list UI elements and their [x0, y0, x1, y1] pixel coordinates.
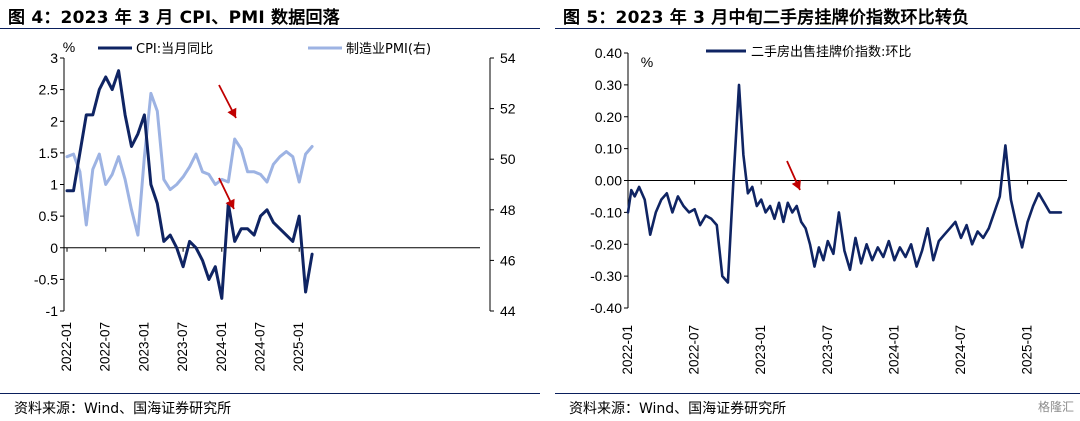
x-tick-label: 2022-01 [59, 322, 74, 372]
y-tick-label: 2.5 [39, 82, 59, 98]
x-tick-label: 2022-07 [687, 325, 702, 375]
y-tick-label: -0.30 [590, 268, 622, 284]
figure-5-source: 资料来源：Wind、国海证券研究所 [569, 401, 787, 417]
x-tick-label: 2023-01 [753, 325, 768, 375]
y-tick-label: 0.20 [595, 109, 622, 125]
x-tick-label: 2023-07 [820, 325, 835, 375]
x-tick-label: 2022-01 [620, 325, 635, 375]
legend-label-pmi: 制造业PMI(右) [346, 42, 431, 57]
watermark-logo: 格隆汇 [1037, 400, 1074, 414]
x-tick-label: 2025-01 [291, 322, 306, 372]
listing-index-series-line [626, 83, 1063, 284]
x-tick-label: 2023-07 [175, 322, 190, 372]
listing-price-line-chart: 0.40 0.30 0.20 0.10 0.00 -0.10 -0.20 -0.30 -0.40… [590, 44, 1067, 375]
red-arrow-head [225, 198, 235, 209]
x-tick-label: 2024-01 [214, 322, 229, 372]
x-tick-label: 2024-07 [953, 325, 968, 375]
y-tick-label: 3 [50, 50, 58, 66]
y-tick-label: -0.10 [590, 204, 622, 220]
y-unit-label: % [641, 54, 653, 70]
y-tick-label: 0.5 [39, 208, 59, 224]
right-y-tick-label: 52 [500, 101, 516, 117]
x-tick-label: 2024-07 [253, 322, 268, 372]
figure-5-panel: 图 5：2023 年 3 月中旬二手房挂牌价指数环比转负 0.40 0.30 0.2… [555, 0, 1080, 421]
x-tick-label: 2022-07 [98, 322, 113, 372]
y-tick-label: -1 [46, 303, 59, 319]
y-tick-label: 1.5 [39, 145, 59, 161]
y-tick-label: 1 [50, 177, 58, 193]
legend-label-listing: 二手房出售挂牌价指数:环比 [751, 44, 911, 60]
y-tick-label: 0.10 [595, 141, 622, 157]
right-y-tick-label: 50 [500, 151, 516, 167]
y-tick-label: -0.40 [590, 300, 622, 316]
y-tick-label: -0.5 [34, 271, 58, 287]
right-y-tick-label: 46 [500, 252, 516, 268]
x-tick-label: 2024-01 [886, 325, 901, 375]
figure-4-title: 图 4：2023 年 3 月 CPI、PMI 数据回落 [8, 8, 340, 28]
y-tick-label: 2 [50, 113, 58, 129]
red-arrow-head [227, 107, 237, 118]
x-tick-label: 2025-01 [1020, 325, 1035, 375]
title-rule [555, 28, 1080, 29]
title-rule [0, 28, 540, 29]
red-arrow-head [791, 179, 801, 190]
pmi-series-line [65, 91, 314, 237]
figure-4-panel: 图 4：2023 年 3 月 CPI、PMI 数据回落 -1 -0.5 0 0.5 1 1… [0, 8, 540, 417]
right-y-tick-label: 48 [500, 202, 516, 218]
y-tick-label: 0.40 [595, 45, 622, 61]
x-tick-label: 2023-01 [136, 322, 151, 372]
figure-4-source: 资料来源：Wind、国海证券研究所 [14, 401, 232, 417]
cpi-pmi-line-chart: -1 -0.5 0 0.5 1 1.5 2 2.5 3% 2022-01 2022-07 2023-0… [34, 39, 516, 372]
y-tick-label: 0.30 [595, 77, 622, 93]
cpi-series-line [65, 69, 314, 300]
right-y-tick-label: 54 [500, 50, 516, 66]
right-y-tick-label: 44 [500, 303, 516, 319]
y-tick-label: 0 [50, 240, 58, 256]
figure-5-title: 图 5：2023 年 3 月中旬二手房挂牌价指数环比转负 [563, 8, 970, 28]
y-tick-label: 0.00 [595, 173, 622, 189]
y-unit-label: % [63, 39, 75, 55]
legend-label-cpi: CPI:当月同比 [136, 42, 213, 57]
source-rule [0, 393, 540, 394]
source-rule [555, 393, 1080, 394]
y-tick-label: -0.20 [590, 236, 622, 252]
